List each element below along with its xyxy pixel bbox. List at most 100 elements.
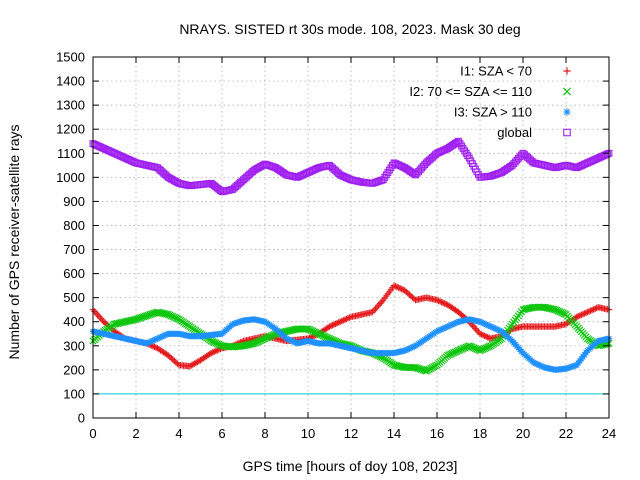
y-tick-label: 500: [63, 290, 85, 305]
trace-point: [158, 333, 166, 340]
trace-point: [479, 319, 487, 327]
trace-point: [538, 362, 545, 370]
legend-label: I2: 70 <= SZA <= 110: [409, 84, 532, 99]
legend-marker: [563, 128, 571, 137]
trace-point: [286, 336, 293, 344]
trace-point: [151, 336, 158, 344]
trace-point: [452, 319, 459, 327]
trace-point: [157, 334, 164, 341]
x-tick-label: 16: [430, 426, 444, 441]
x-tick-label: 14: [387, 426, 401, 441]
series-1: [89, 282, 613, 370]
y-tick-label: 1200: [56, 122, 85, 137]
trace-point: [535, 361, 542, 368]
trace-point: [284, 336, 292, 343]
data-point: [487, 323, 494, 330]
x-tick-label: 8: [261, 426, 268, 441]
x-axis-label: GPS time [hours of doy 108, 2023]: [243, 458, 458, 474]
legend: I1: SZA < 70 I2: 70 <= SZA <= 110 I3: SZA …: [409, 64, 572, 140]
trace-point: [287, 337, 295, 344]
trace-point: [441, 324, 448, 332]
trace-point: [447, 321, 455, 329]
data-point: [476, 318, 484, 325]
chart-title: NRAYS. SISTED rt 30s mode. 108, 2023. Ma…: [179, 21, 520, 37]
x-tick-label: 20: [516, 426, 530, 441]
trace-point: [289, 338, 296, 345]
trace-point: [290, 338, 298, 346]
data-point: [433, 328, 441, 335]
x-tick-label: 10: [301, 426, 315, 441]
trace-point: [492, 325, 499, 332]
legend-marker: [563, 108, 571, 116]
legend-label: global: [497, 125, 532, 140]
trace-point: [438, 326, 445, 333]
trace-point: [161, 331, 169, 339]
y-tick-label: 100: [63, 386, 85, 401]
data-point: [401, 347, 408, 354]
trace-point: [539, 363, 547, 370]
legend-marker: [562, 87, 572, 96]
trace-point: [536, 362, 544, 369]
x-tick-label: 12: [344, 426, 358, 441]
data-point: [530, 359, 537, 366]
trace-point: [484, 321, 491, 329]
trace-point: [163, 331, 170, 338]
trace-point: [149, 337, 157, 344]
trace-point: [496, 327, 504, 334]
trace-point: [439, 325, 447, 332]
trace-point: [450, 320, 458, 327]
trace-point: [407, 344, 415, 352]
trace-point: [410, 343, 418, 350]
legend-marker: [563, 67, 571, 75]
y-tick-label: 1400: [56, 74, 85, 89]
x-tick-label: 6: [218, 426, 225, 441]
y-tick-label: 1500: [56, 50, 85, 65]
y-axis-ticks: 0 100 200 300 400 500 600 700 800 900 1000 1100 1200…: [56, 50, 609, 426]
trace-point: [446, 322, 453, 330]
data-point: [283, 335, 290, 342]
trace-point: [490, 324, 498, 332]
trace-point: [481, 320, 488, 327]
trace-point: [495, 326, 502, 334]
trace-point: [409, 343, 416, 351]
y-tick-label: 300: [63, 338, 85, 353]
trace-point: [449, 321, 456, 328]
x-tick-label: 22: [559, 426, 573, 441]
trace-point: [421, 366, 429, 375]
trace-point: [493, 326, 501, 333]
legend-label: I1: SZA < 70: [460, 64, 532, 79]
trace-point: [532, 360, 539, 367]
trace-point: [155, 334, 163, 342]
trace-point: [489, 324, 496, 331]
data-point: [444, 323, 451, 330]
trace-point: [478, 319, 485, 326]
x-tick-label: 24: [602, 426, 616, 441]
trace-point: [453, 319, 461, 326]
series-4: [89, 137, 613, 196]
y-tick-label: 600: [63, 266, 85, 281]
trace-point: [148, 338, 155, 345]
trace-point: [533, 360, 541, 368]
trace-point: [443, 324, 450, 331]
trace-point: [145, 339, 152, 346]
y-axis-label: Number of GPS receiver-satellite rays: [6, 125, 22, 360]
x-axis-ticks: 0 2 4 6 8 10 12 14 16 18 20 22 24: [89, 57, 616, 441]
y-tick-label: 1100: [57, 146, 85, 161]
x-tick-label: 18: [473, 426, 487, 441]
trace-point: [482, 321, 490, 328]
y-tick-label: 1000: [56, 170, 85, 185]
trace-point: [486, 322, 493, 330]
y-tick-label: 900: [63, 194, 85, 209]
trace-point: [435, 327, 442, 334]
trace-point: [436, 326, 444, 334]
y-tick-label: 0: [78, 411, 85, 426]
data-point: [154, 335, 161, 342]
trace-point: [403, 346, 410, 354]
x-tick-label: 0: [89, 426, 96, 441]
trace-point: [406, 345, 413, 352]
trace-point: [404, 346, 412, 353]
y-tick-label: 1300: [56, 98, 85, 113]
trace-point: [146, 338, 154, 346]
x-tick-label: 4: [175, 426, 182, 441]
